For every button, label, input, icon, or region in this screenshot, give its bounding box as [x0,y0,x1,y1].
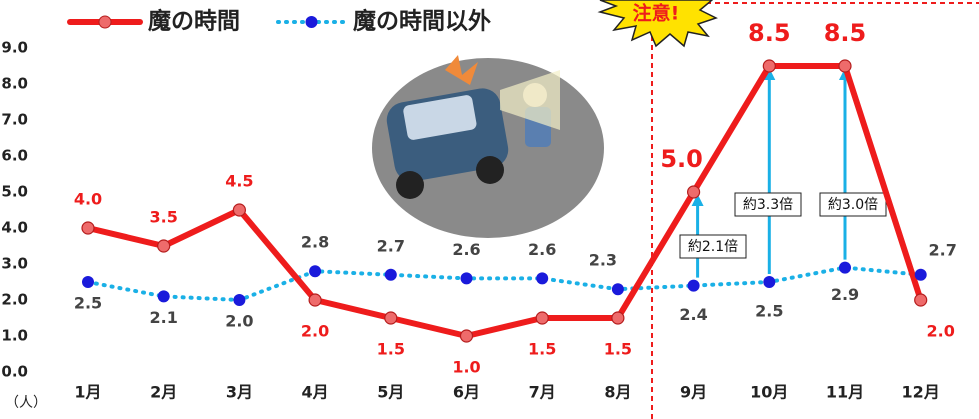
point [82,276,94,288]
data-label: 2.7 [377,236,405,255]
point [309,265,321,277]
x-tick-label: 10月 [750,383,788,402]
data-label: 2.7 [929,240,957,259]
page: {"chart_data": {"type": "line", "categor… [0,0,979,419]
point [461,272,473,284]
data-label: 2.4 [679,305,707,324]
x-tick-label: 3月 [226,383,253,402]
data-label: 1.5 [604,340,632,359]
point [461,330,473,342]
data-label: 2.6 [452,240,480,259]
x-tick-label: 5月 [377,383,404,402]
data-label: 2.1 [150,308,178,327]
y-tick-label: 7.0 [1,111,28,129]
series-line [88,268,921,300]
legend-label: 魔の時間以外 [353,8,491,35]
x-tick-label: 8月 [604,383,631,402]
point [763,60,775,72]
point [158,240,170,252]
point [839,60,851,72]
point [385,312,397,324]
data-label: 8.5 [824,19,867,47]
y-tick-label: 6.0 [1,147,28,165]
y-tick-label: 3.0 [1,255,28,273]
y-tick-label: 5.0 [1,183,28,201]
x-tick-label: 7月 [529,383,556,402]
legend-marker [99,16,111,28]
y-tick-label: 4.0 [1,219,28,237]
data-label: 2.0 [927,322,955,341]
x-tick-label: 2月 [150,383,177,402]
point [612,283,624,295]
data-label: 8.5 [748,19,791,47]
point [915,269,927,281]
x-tick-label: 1月 [74,383,101,402]
warning-text: 注意! [633,2,680,25]
point [309,294,321,306]
data-label: 4.5 [225,172,253,191]
data-label: 5.0 [660,145,703,173]
chart: 注意! （人） 0.0 1.0 2.0 3.0 4.0 5.0 6.0 7.0 8.0 9.0 1月… [0,0,979,419]
x-tick-label: 9月 [680,383,707,402]
data-label: 4.0 [74,190,102,209]
x-tick-label: 11月 [826,383,864,402]
point [688,280,700,292]
y-tick-label: 2.0 [1,291,28,309]
x-tick-label: 6月 [453,383,480,402]
y-tick-label: 1.0 [1,327,28,345]
legend-marker [306,16,318,28]
y-tick-label: 0.0 [1,363,28,381]
point [536,272,548,284]
data-label: 2.6 [528,240,556,259]
data-label: 2.9 [831,285,859,304]
y-unit: （人） [5,395,47,411]
illustration [372,55,604,238]
x-tick-label: 12月 [902,383,940,402]
data-label: 2.0 [301,322,329,341]
ratio-label: 約3.3倍 [743,197,793,213]
data-label: 2.3 [589,251,617,270]
x-tick-label: 4月 [302,383,329,402]
data-label: 1.5 [528,340,556,359]
point [915,294,927,306]
point [612,312,624,324]
point [385,269,397,281]
data-label: 2.5 [755,302,783,321]
data-label: 1.0 [452,358,480,377]
point [233,204,245,216]
ratio-label: 約3.0倍 [828,197,878,213]
ratio-label: 約2.1倍 [688,239,738,255]
data-label: 3.5 [150,208,178,227]
y-tick-label: 9.0 [1,39,28,57]
data-label: 2.0 [225,312,253,331]
point [536,312,548,324]
point [158,290,170,302]
y-tick-label: 8.0 [1,75,28,93]
point [233,294,245,306]
point [82,222,94,234]
data-label: 2.8 [301,233,329,252]
data-label: 2.5 [74,294,102,313]
point [763,276,775,288]
point [688,186,700,198]
point [839,262,851,274]
legend-label: 魔の時間 [148,8,240,35]
data-label: 1.5 [377,340,405,359]
